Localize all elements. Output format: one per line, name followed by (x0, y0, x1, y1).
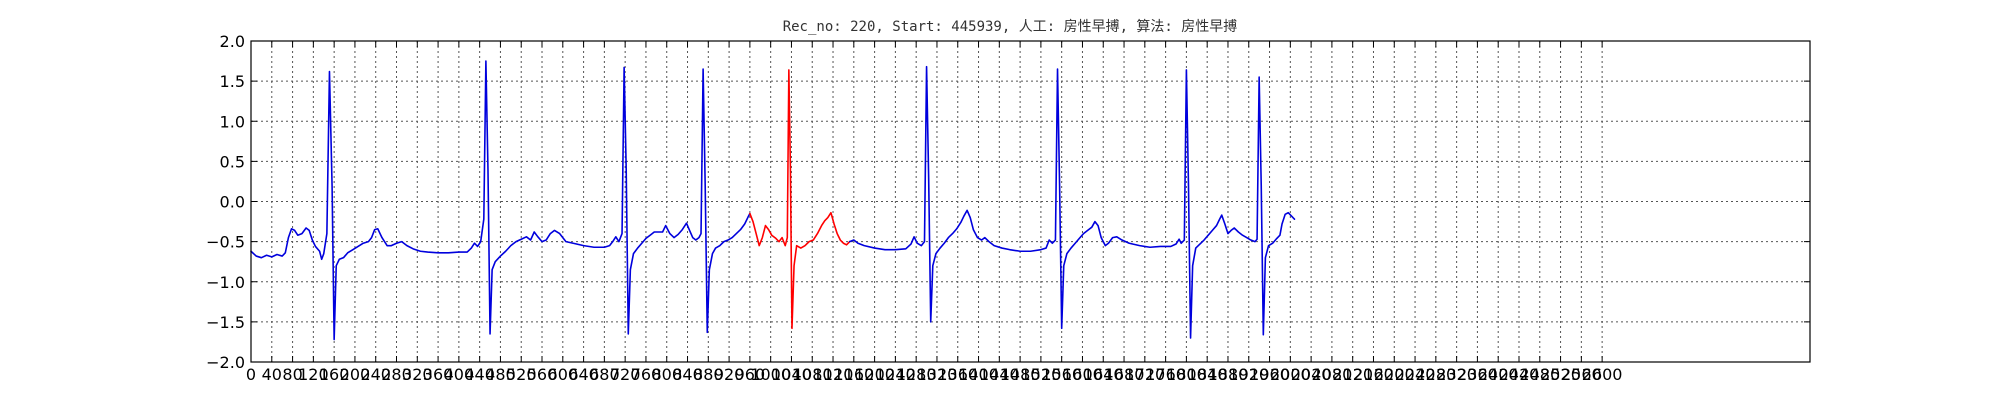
x-tick-label: 1520 (1021, 365, 1062, 384)
x-tick-label: 280 (381, 365, 412, 384)
x-tick-label: 2200 (1374, 365, 1415, 384)
x-tick-label: 0 (246, 365, 256, 384)
x-tick-label: 640 (568, 365, 599, 384)
x-tick-label: 2120 (1332, 365, 1373, 384)
x-tick-label: 1720 (1124, 365, 1165, 384)
x-tick-label: 1560 (1041, 365, 1082, 384)
x-tick-label: 480 (485, 365, 516, 384)
x-tick-label: 1800 (1166, 365, 1207, 384)
axis-ticks (250, 40, 1810, 363)
x-tick-label: 1360 (937, 365, 978, 384)
x-tick-label: 920 (714, 365, 745, 384)
x-tick-label: 1960 (1249, 365, 1290, 384)
x-tick-label: 2320 (1436, 365, 1477, 384)
x-tick-label: 1280 (896, 365, 937, 384)
ecg-series-line-1 (749, 69, 851, 330)
series-group (250, 60, 1296, 341)
x-tick-label: 2280 (1415, 365, 1456, 384)
y-tick-label: 0.0 (220, 193, 245, 212)
x-tick-label: 1600 (1062, 365, 1103, 384)
y-tick-label: 1.5 (220, 72, 245, 91)
x-tick-label: 520 (506, 365, 537, 384)
x-tick-label: 120 (298, 365, 329, 384)
x-tick-label: 1440 (979, 365, 1020, 384)
x-tick-label: 1400 (958, 365, 999, 384)
x-tick-label: 1080 (792, 365, 833, 384)
y-tick-label: −0.5 (206, 233, 245, 252)
y-tick-label: 2.0 (220, 32, 245, 51)
grid (251, 41, 1810, 362)
x-tick-label: 760 (631, 365, 662, 384)
x-tick-label: 1920 (1228, 365, 1269, 384)
x-tick-label: 240 (360, 365, 391, 384)
x-tick-label: 960 (735, 365, 766, 384)
x-tick-label: 2600 (1582, 365, 1623, 384)
chart-title: Rec_no: 220, Start: 445939, 人工: 房性早搏, 算法… (783, 18, 1238, 35)
x-tick-label: 880 (693, 365, 724, 384)
x-tick-label: 680 (589, 365, 620, 384)
x-tick-label: 2160 (1353, 365, 1394, 384)
x-tick-label: 360 (423, 365, 454, 384)
x-tick-label: 400 (444, 365, 475, 384)
x-tick-label: 1880 (1208, 365, 1249, 384)
x-tick-label: 800 (651, 365, 682, 384)
x-tick-label: 40 (262, 365, 282, 384)
x-tick-label: 2240 (1395, 365, 1436, 384)
x-tick-label: 1480 (1000, 365, 1041, 384)
x-tick-label: 1760 (1145, 365, 1186, 384)
x-tick-label: 1240 (875, 365, 916, 384)
x-tick-label: 2000 (1270, 365, 1311, 384)
x-tick-label: 2040 (1291, 365, 1332, 384)
x-tick-label: 160 (319, 365, 350, 384)
ecg-series-line-2 (848, 65, 1296, 339)
x-tick-label: 2360 (1457, 365, 1498, 384)
x-tick-label: 2480 (1519, 365, 1560, 384)
x-tick-label: 2560 (1561, 365, 1602, 384)
x-tick-label: 600 (548, 365, 579, 384)
x-tick-label: 1120 (813, 365, 854, 384)
x-tick-label: 1200 (854, 365, 895, 384)
x-tick-label: 1040 (771, 365, 812, 384)
y-tick-label: 0.5 (220, 152, 245, 171)
x-tick-label: 1680 (1104, 365, 1145, 384)
x-tick-label: 840 (672, 365, 703, 384)
x-tick-label: 200 (340, 365, 371, 384)
ecg-series-line-0 (250, 60, 751, 341)
y-tick-label: 1.0 (220, 112, 245, 131)
y-tick-label: −1.0 (206, 273, 245, 292)
x-axis-labels: 0 40 8012016020024028032036040044048052056… (246, 365, 1623, 384)
x-tick-label: 2400 (1478, 365, 1519, 384)
x-tick-label: 1320 (917, 365, 958, 384)
x-tick-label: 720 (610, 365, 641, 384)
x-tick-label: 1640 (1083, 365, 1124, 384)
y-tick-label: −1.5 (206, 313, 245, 332)
x-tick-label: 2080 (1312, 365, 1353, 384)
x-tick-label: 80 (282, 365, 302, 384)
y-axis-labels: −2.0 −1.5 −1.0 −0.5 0.0 0.5 1.0 1.5 2.0 (206, 32, 245, 372)
x-tick-label: 560 (527, 365, 558, 384)
x-tick-label: 440 (464, 365, 495, 384)
x-tick-label: 320 (402, 365, 433, 384)
x-tick-label: 2520 (1540, 365, 1581, 384)
x-tick-label: 1000 (750, 365, 791, 384)
x-tick-label: 1160 (833, 365, 874, 384)
x-tick-label: 1840 (1187, 365, 1228, 384)
y-tick-label: −2.0 (206, 353, 245, 372)
x-tick-label: 2440 (1499, 365, 1540, 384)
